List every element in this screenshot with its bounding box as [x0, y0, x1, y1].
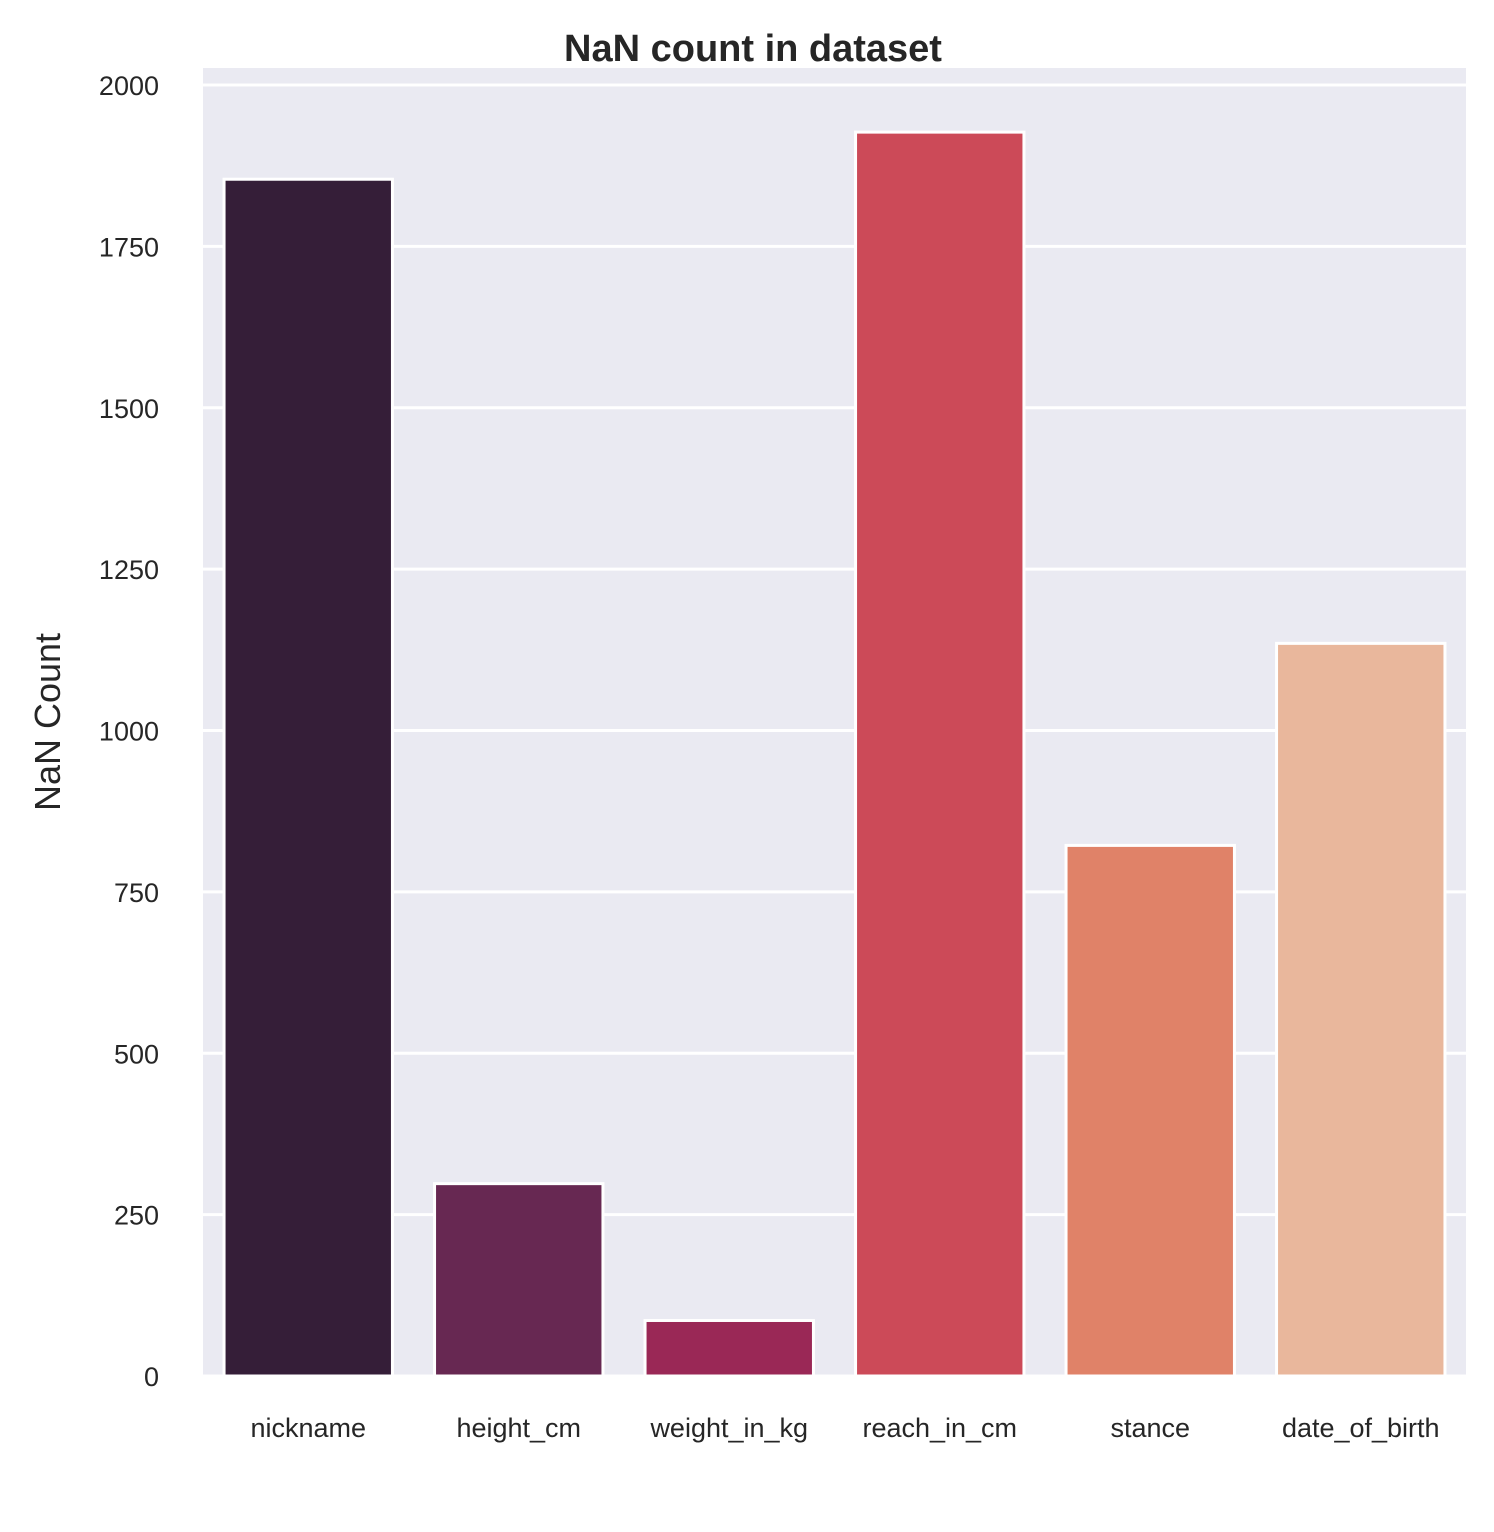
- y-tick-label: 750: [114, 878, 159, 908]
- x-tick-label: date_of_birth: [1282, 1413, 1440, 1443]
- bar-reach-in-cm: [854, 130, 1026, 1378]
- x-tick-labels: nickname height_cm weight_in_kg reach_in_cm…: [250, 1413, 1439, 1443]
- bar-stance: [1064, 843, 1236, 1378]
- x-tick-label: nickname: [250, 1413, 366, 1443]
- x-tick-label: weight_in_kg: [649, 1413, 808, 1443]
- x-tick-label: reach_in_cm: [862, 1413, 1017, 1443]
- y-tick-label: 500: [114, 1039, 159, 1069]
- y-tick-label: 250: [114, 1201, 159, 1231]
- y-tick-label: 0: [144, 1362, 159, 1392]
- y-tick-label: 2000: [99, 71, 159, 101]
- chart-title: NaN count in dataset: [564, 28, 942, 70]
- y-tick-label: 1750: [99, 232, 159, 262]
- y-tick-label: 1000: [99, 717, 159, 747]
- y-tick-label: 1500: [99, 394, 159, 424]
- plot-area: [203, 68, 1466, 1376]
- y-tick-label: 1250: [99, 555, 159, 585]
- y-axis-label: NaN Count: [27, 633, 68, 811]
- grid-lines: [203, 83, 1466, 1378]
- y-tick-labels: 0 250 500 750 1000 1250 1500 1750 2000: [99, 71, 159, 1392]
- x-tick-label: stance: [1110, 1413, 1190, 1443]
- bar-nickname: [222, 177, 394, 1378]
- x-tick-label: height_cm: [456, 1413, 581, 1443]
- bar-date-of-birth: [1275, 641, 1447, 1378]
- bar-weight-in-kg: [643, 1318, 815, 1378]
- bars: [222, 130, 1447, 1378]
- bar-height-cm: [433, 1182, 605, 1378]
